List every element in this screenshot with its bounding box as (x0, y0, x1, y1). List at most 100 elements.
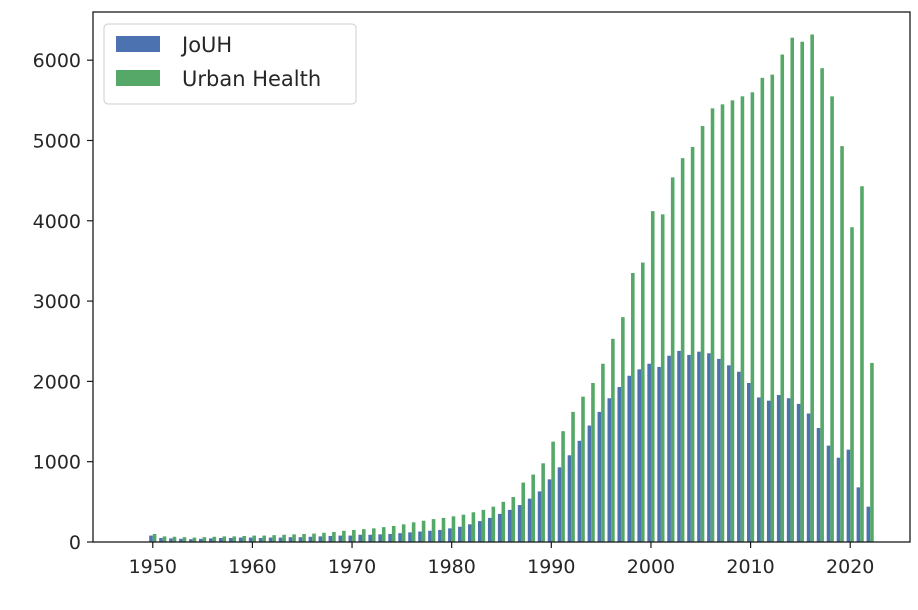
bar-jouh-2021 (856, 487, 861, 542)
bar-urban-health-2000 (650, 211, 655, 542)
bar-jouh-1950 (149, 535, 153, 542)
bar-urban-health-2019 (840, 146, 844, 543)
legend-swatch-jouh (116, 36, 160, 52)
bar-jouh-2017 (816, 427, 821, 542)
bar-urban-health-2016 (810, 34, 814, 542)
bar-jouh-1954 (189, 539, 193, 542)
bar-jouh-2014 (786, 398, 791, 542)
bar-urban-health-1957 (222, 536, 227, 542)
bar-urban-health-1977 (421, 520, 426, 542)
bar-jouh-1989 (537, 491, 542, 542)
bar-jouh-1967 (318, 536, 323, 542)
bar-urban-health-1975 (401, 524, 406, 542)
bar-urban-health-1998 (631, 272, 635, 542)
bar-jouh-2020 (846, 449, 851, 542)
bar-urban-health-1967 (322, 532, 326, 542)
bar-urban-health-1976 (411, 522, 416, 542)
bar-urban-health-1958 (232, 536, 237, 542)
x-tick-label: 1950 (129, 556, 177, 578)
bar-jouh-1988 (527, 498, 532, 542)
bar-jouh-1982 (468, 524, 472, 542)
bar-urban-health-2003 (680, 158, 685, 542)
bar-urban-health-1959 (242, 535, 247, 542)
bar-jouh-1952 (169, 538, 173, 542)
bar-urban-health-1950 (152, 533, 157, 542)
bar-urban-health-2001 (660, 214, 665, 543)
bar-urban-health-1965 (302, 533, 306, 542)
bar-jouh-1996 (607, 398, 612, 542)
y-tick-label: 2000 (33, 371, 81, 393)
bar-urban-health-1962 (272, 535, 276, 542)
bar-jouh-1985 (497, 513, 502, 542)
bar-jouh-2001 (657, 366, 661, 542)
bar-urban-health-1964 (292, 534, 296, 542)
bar-jouh-1990 (547, 479, 552, 542)
bar-urban-health-2012 (770, 74, 775, 542)
bar-jouh-2018 (826, 445, 831, 542)
bar-jouh-1997 (617, 387, 622, 542)
bar-jouh-1965 (298, 537, 303, 542)
bar-jouh-1998 (627, 375, 632, 542)
y-axis: 0 1000 2000 3000 4000 5000 6000 (33, 50, 93, 554)
bar-jouh-1983 (477, 521, 482, 542)
bar-jouh-1961 (258, 537, 263, 542)
bar-jouh-1962 (268, 537, 273, 542)
bar-urban-health-2021 (860, 186, 864, 542)
bar-urban-health-2006 (710, 108, 715, 543)
bar-urban-health-1971 (362, 529, 366, 542)
x-tick-label: 1980 (428, 556, 476, 578)
y-tick-label: 1000 (33, 452, 81, 474)
bar-jouh-1991 (557, 467, 562, 542)
bar-urban-health-1996 (611, 338, 615, 542)
bar-urban-health-1995 (601, 363, 605, 542)
legend-swatch-urban-health (116, 70, 160, 86)
bar-jouh-1955 (199, 538, 203, 542)
x-tick-label: 2000 (627, 556, 675, 578)
bar-jouh-1971 (358, 534, 363, 542)
bar-jouh-1968 (328, 535, 333, 542)
bar-urban-health-1953 (182, 537, 187, 542)
bar-urban-health-1983 (481, 509, 486, 542)
bar-urban-health-1960 (252, 535, 256, 542)
bar-urban-health-1968 (332, 531, 336, 542)
y-tick-label: 0 (69, 532, 81, 554)
legend-label-urban-health: Urban Health (182, 67, 321, 91)
y-tick-label: 3000 (33, 291, 81, 313)
bar-jouh-1993 (577, 440, 582, 542)
bar-jouh-2016 (806, 413, 811, 542)
legend-box (103, 23, 357, 105)
bar-urban-health-1985 (501, 501, 506, 542)
bar-jouh-1973 (378, 534, 382, 542)
x-tick-label: 2020 (826, 556, 874, 578)
bar-jouh-1958 (228, 537, 233, 542)
bar-urban-health-1972 (371, 528, 376, 542)
bar-urban-health-2009 (740, 96, 745, 542)
bar-jouh-2015 (796, 403, 801, 542)
bar-urban-health-2020 (850, 227, 854, 542)
bar-urban-health-2005 (700, 126, 705, 542)
bar-jouh-2012 (766, 400, 771, 542)
bar-jouh-2022 (866, 506, 871, 542)
bar-urban-health-1961 (262, 535, 266, 542)
bar-urban-health-1954 (192, 537, 197, 542)
bar-urban-health-1984 (491, 506, 496, 542)
bar-jouh-1984 (487, 517, 492, 542)
bar-urban-health-1992 (571, 411, 575, 542)
bar-jouh-1960 (248, 537, 253, 542)
bar-jouh-2007 (717, 358, 721, 542)
bar-jouh-2011 (756, 397, 761, 542)
bar-urban-health-1999 (640, 262, 645, 542)
bar-jouh-1956 (208, 538, 213, 542)
bar-urban-health-1974 (391, 525, 396, 542)
bar-jouh-2003 (677, 350, 681, 542)
bar-urban-health-1970 (352, 529, 356, 542)
bar-urban-health-1951 (162, 536, 167, 542)
bar-urban-health-2013 (780, 54, 785, 543)
plot-frame (92, 11, 911, 543)
bar-urban-health-1952 (172, 536, 177, 542)
bar-jouh-1975 (398, 533, 402, 542)
bar-jouh-2002 (667, 355, 671, 542)
bar-urban-health-1966 (312, 533, 316, 542)
bar-jouh-1963 (278, 537, 283, 542)
